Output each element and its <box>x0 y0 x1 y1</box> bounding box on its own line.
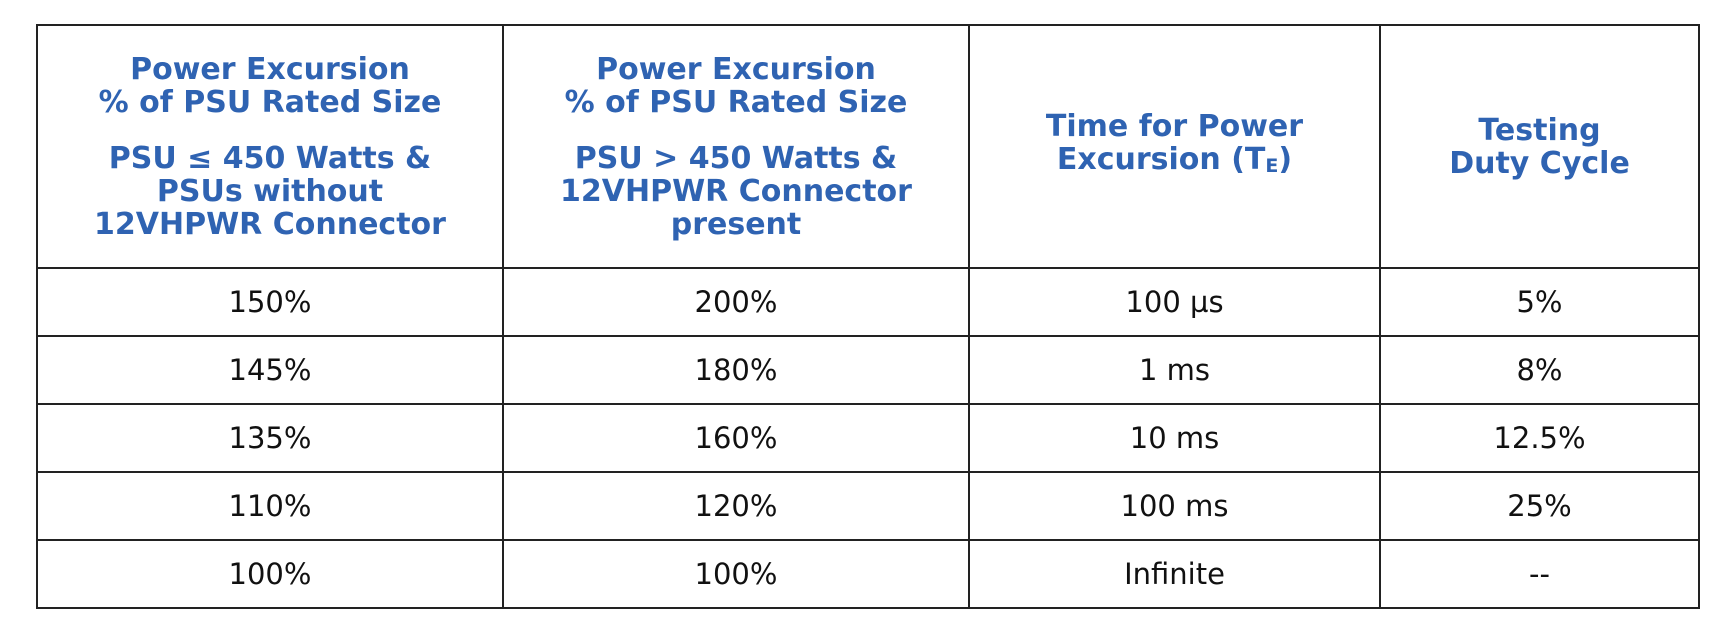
cell-duty-cycle: 5% <box>1379 267 1700 337</box>
cell-excursion-le-450: 100% <box>36 539 504 609</box>
cell-excursion-gt-450: 100% <box>502 539 970 609</box>
cell-time: 100 µs <box>968 267 1381 337</box>
header-testing-duty-cycle: Testing Duty Cycle <box>1379 24 1700 269</box>
header-line: % of PSU Rated Size <box>98 84 442 120</box>
header-line: Duty Cycle <box>1449 145 1630 181</box>
cell-excursion-gt-450: 180% <box>502 335 970 405</box>
table-row: 110% 120% 100 ms 25% <box>36 471 1700 541</box>
header-line: 12VHPWR Connector <box>560 173 912 209</box>
header-line: Power Excursion <box>130 51 410 87</box>
header-line: Testing <box>1478 112 1601 148</box>
header-line: PSUs without <box>156 173 384 209</box>
header-time-for-power-excursion: Time for Power Excursion (TE) <box>968 24 1381 269</box>
table-row: 135% 160% 10 ms 12.5% <box>36 403 1700 473</box>
header-line: Excursion (T <box>1056 142 1266 177</box>
header-line: Power Excursion <box>596 51 876 87</box>
header-line: PSU > 450 Watts & <box>574 140 898 176</box>
cell-excursion-le-450: 145% <box>36 335 504 405</box>
header-psu-gt-450: Power Excursion % of PSU Rated Size PSU … <box>502 24 970 269</box>
power-excursion-table: Power Excursion % of PSU Rated Size PSU … <box>36 24 1700 609</box>
cell-time: 10 ms <box>968 403 1381 473</box>
header-line: 12VHPWR Connector <box>94 206 446 242</box>
table-row: 145% 180% 1 ms 8% <box>36 335 1700 405</box>
cell-excursion-le-450: 150% <box>36 267 504 337</box>
cell-duty-cycle: -- <box>1379 539 1700 609</box>
cell-excursion-le-450: 110% <box>36 471 504 541</box>
cell-excursion-gt-450: 200% <box>502 267 970 337</box>
cell-excursion-le-450: 135% <box>36 403 504 473</box>
header-line: % of PSU Rated Size <box>564 84 908 120</box>
table-header-row: Power Excursion % of PSU Rated Size PSU … <box>36 24 1700 269</box>
table-row: 100% 100% Infinite -- <box>36 539 1700 609</box>
header-line: PSU ≤ 450 Watts & <box>108 140 432 176</box>
header-line-end: ) <box>1278 142 1293 177</box>
subscript-e: E <box>1265 155 1279 177</box>
cell-duty-cycle: 8% <box>1379 335 1700 405</box>
cell-duty-cycle: 25% <box>1379 471 1700 541</box>
cell-time: Infinite <box>968 539 1381 609</box>
header-psu-le-450: Power Excursion % of PSU Rated Size PSU … <box>36 24 504 269</box>
cell-time: 1 ms <box>968 335 1381 405</box>
cell-excursion-gt-450: 160% <box>502 403 970 473</box>
cell-duty-cycle: 12.5% <box>1379 403 1700 473</box>
cell-excursion-gt-450: 120% <box>502 471 970 541</box>
header-line: present <box>670 206 802 242</box>
cell-time: 100 ms <box>968 471 1381 541</box>
table-row: 150% 200% 100 µs 5% <box>36 267 1700 337</box>
header-line: Time for Power <box>1045 109 1304 144</box>
